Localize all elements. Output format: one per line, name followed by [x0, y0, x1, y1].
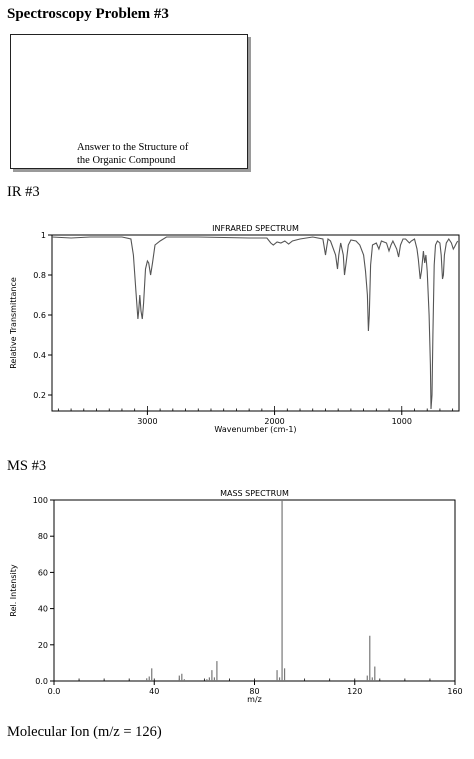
ms-y-tick-label: 0.0 — [35, 677, 48, 686]
ms-x-tick-label: 40 — [149, 687, 159, 696]
answer-box-line-2: the Organic Compound — [77, 154, 176, 166]
ms-y-tick-label: 60 — [38, 568, 48, 577]
ir-y-tick-label: 0.4 — [33, 351, 46, 360]
ir-spectrum-line — [51, 236, 459, 410]
ir-y-tick-label: 0.8 — [33, 271, 46, 280]
ms-x-axis-label: m/z — [247, 695, 262, 704]
ms-section-label: MS #3 — [7, 458, 47, 474]
ir-plot-frame — [51, 234, 460, 412]
ir-x-tick-label: 3000 — [137, 417, 157, 426]
ir-section-label: IR #3 — [7, 184, 40, 200]
ms-y-tick-label: 80 — [38, 532, 48, 541]
ir-y-tick-label: 0.2 — [33, 391, 46, 400]
ms-y-axis-label: Rel. Intensity — [9, 564, 18, 617]
answer-box-caption: Answer to the Structure of the Organic C… — [77, 142, 188, 167]
answer-box: Answer to the Structure of the Organic C… — [10, 34, 248, 169]
ms-x-tick-label: 160 — [447, 687, 462, 696]
ir-spectrum-chart: INFRARED SPECTRUM Wavenumber (cm-1) Relati… — [9, 224, 460, 434]
ir-y-tick-label: 0.6 — [33, 311, 46, 320]
molecular-ion-label: Molecular Ion (m/z = 126) — [7, 724, 162, 740]
ms-x-tick-label: 120 — [347, 687, 362, 696]
answer-box-line-1: Answer to the Structure of — [77, 142, 189, 153]
ms-x-tick-label: 0.0 — [48, 687, 61, 696]
mass-spectrum-chart: MASS SPECTRUM m/z Rel. Intensity 0.0 20 40 60 8… — [9, 489, 463, 704]
ms-x-tick-label: 80 — [249, 687, 259, 696]
ir-y-tick-label: 1 — [41, 231, 46, 240]
ir-x-tick-label: 1000 — [392, 417, 412, 426]
ms-plot-frame — [53, 499, 456, 682]
ms-chart-title: MASS SPECTRUM — [220, 489, 289, 498]
ms-y-tick-label: 100 — [33, 496, 48, 505]
page-title: Spectroscopy Problem #3 — [7, 6, 169, 22]
ir-y-axis-label: Relative Transmittance — [9, 277, 18, 369]
ms-y-tick-label: 20 — [38, 641, 48, 650]
ms-y-tick-label: 40 — [38, 605, 48, 614]
ir-x-tick-label: 2000 — [264, 417, 284, 426]
ir-chart-title: INFRARED SPECTRUM — [212, 224, 299, 233]
ir-x-axis-label: Wavenumber (cm-1) — [214, 425, 296, 434]
